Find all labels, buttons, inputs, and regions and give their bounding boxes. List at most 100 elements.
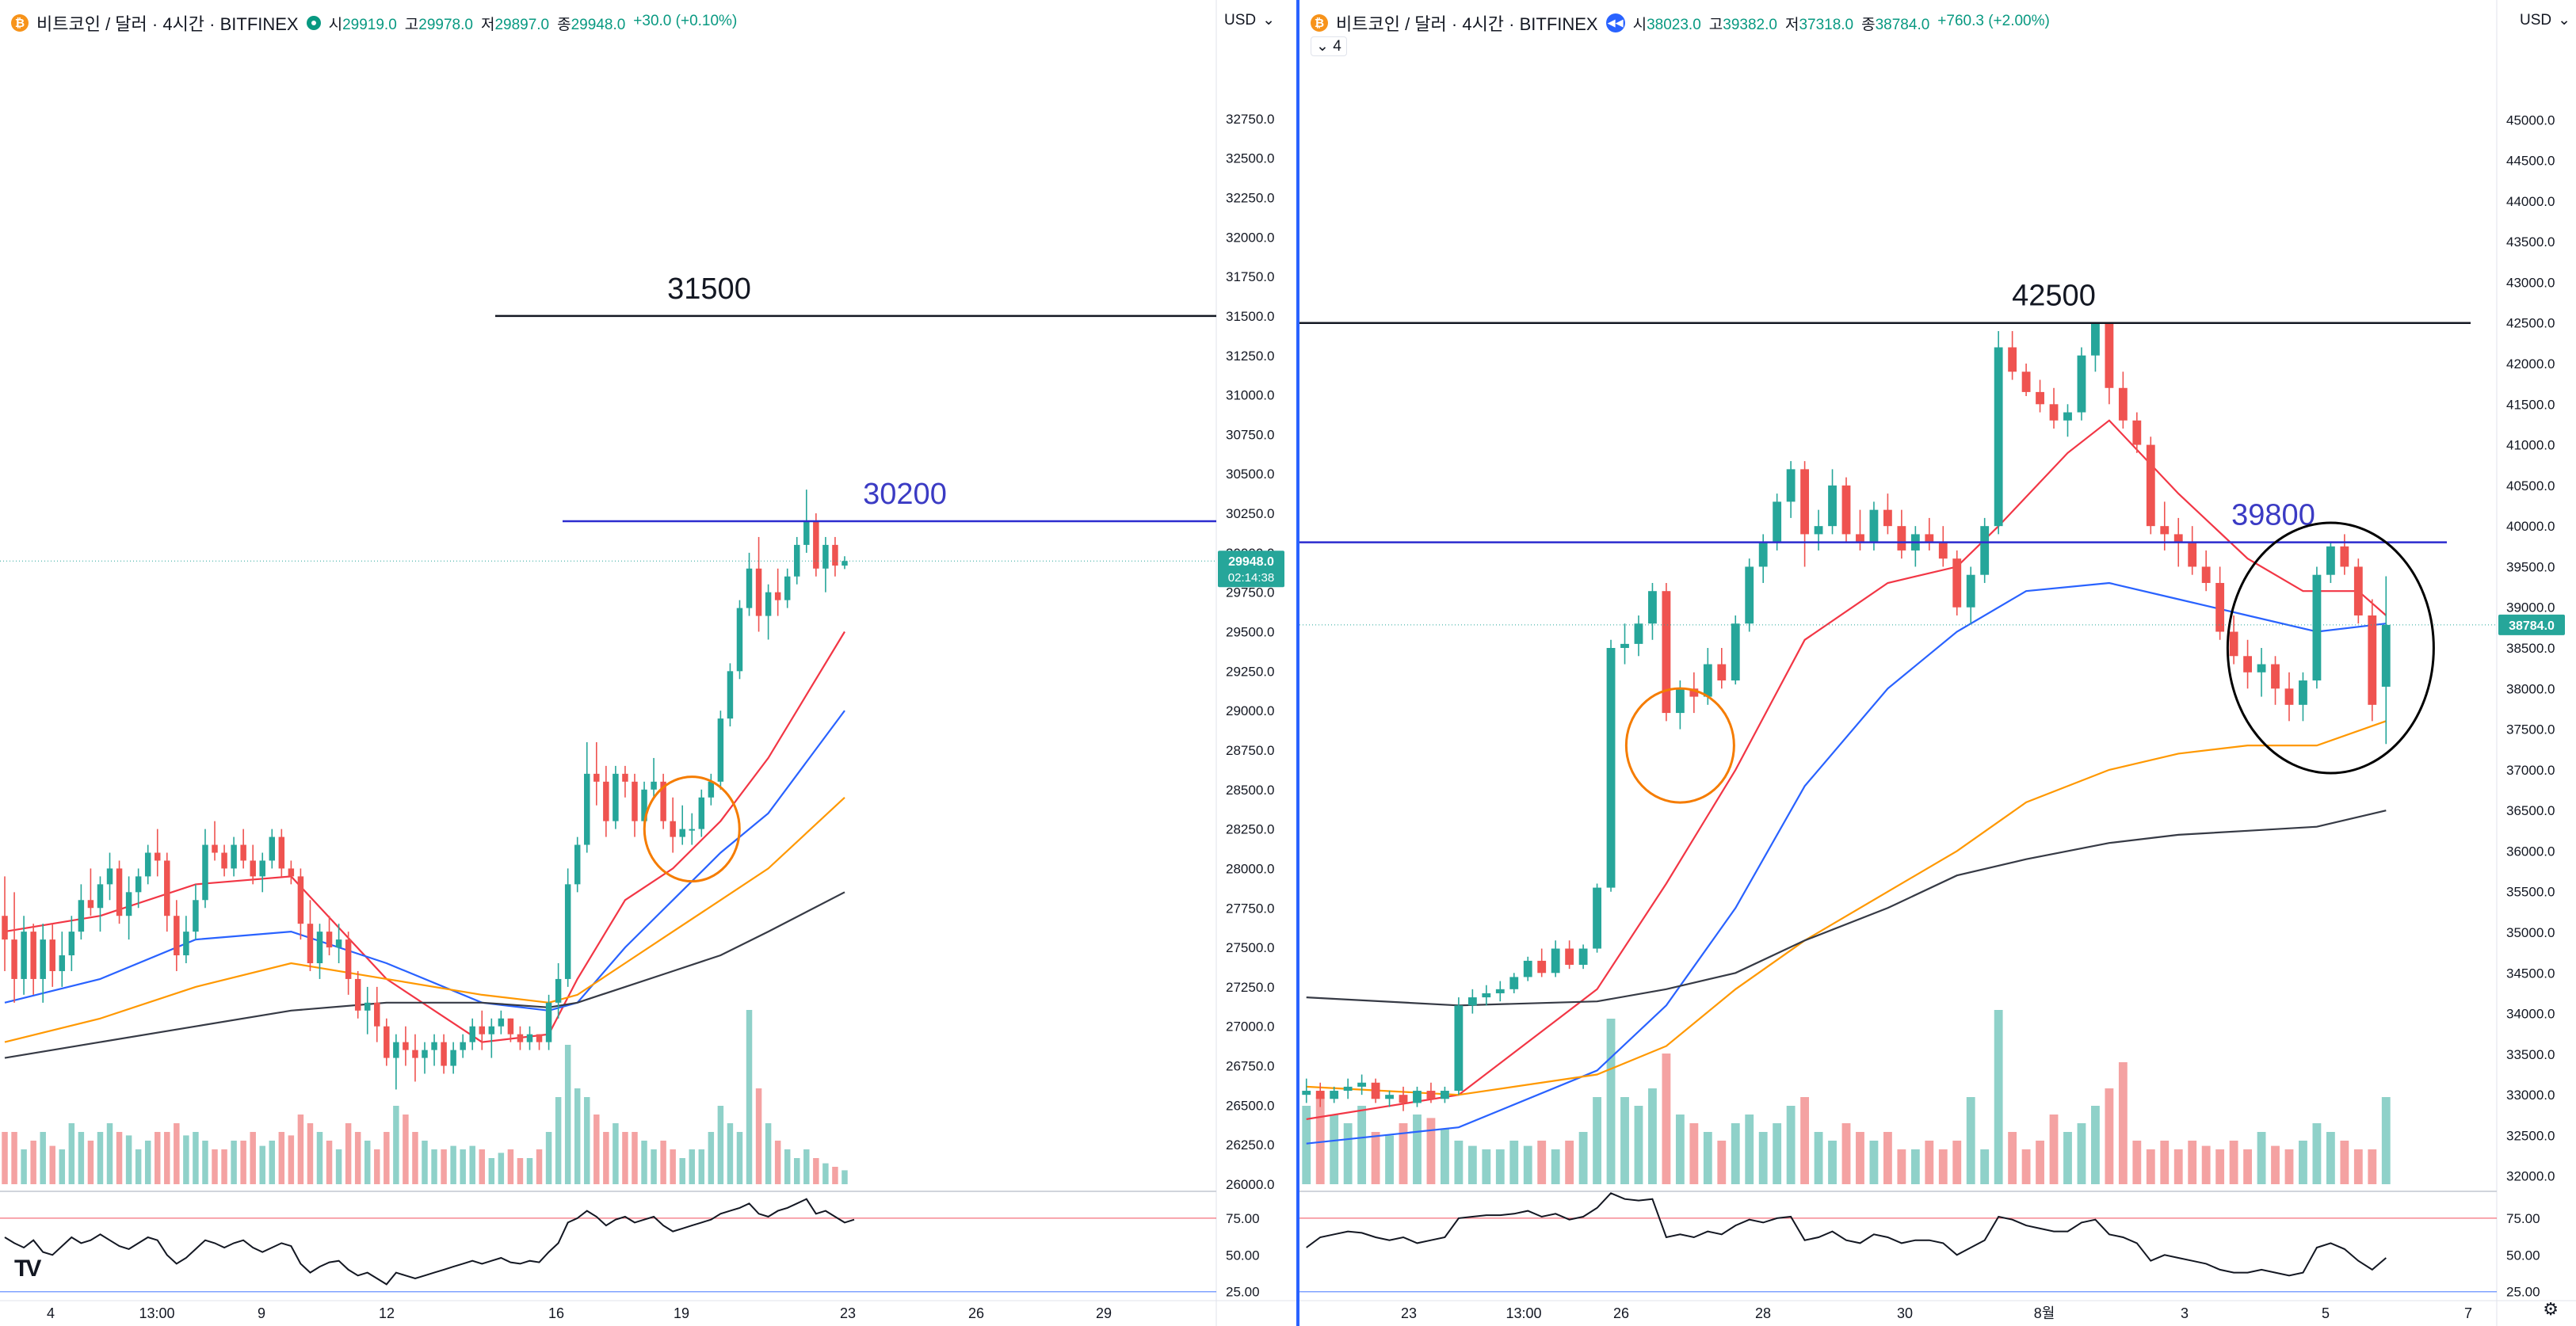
candle-body xyxy=(412,1050,418,1058)
volume-bar xyxy=(2049,1115,2059,1184)
candle-body xyxy=(784,576,791,600)
ohlc-values: 시29919.0 고29978.0 저29897.0 종29948.0 +30.… xyxy=(329,13,738,34)
candle-body xyxy=(183,932,189,956)
volume-bar xyxy=(288,1135,295,1184)
volume-bar xyxy=(1343,1123,1353,1184)
price-tick-label: 43500.0 xyxy=(2506,234,2555,250)
volume-bar xyxy=(651,1149,657,1184)
symbol-title[interactable]: 비트코인 / 달러 · 4시간 · BITFINEX xyxy=(1336,14,1598,34)
candle-body xyxy=(813,521,819,569)
candle-body xyxy=(1495,989,1505,993)
moving-average-orange xyxy=(4,796,845,1043)
candle-body xyxy=(422,1050,428,1058)
chart-pane-left[interactable]: 32750.0 32500.0 32250.0 32000.0 31750.0 31500… xyxy=(0,0,1296,1326)
price-tick-label: 29500.0 xyxy=(1226,625,1274,640)
time-tick-label: 30 xyxy=(1897,1305,1913,1321)
price-tick-label: 33000.0 xyxy=(2506,1088,2555,1103)
volume-bar xyxy=(746,1010,753,1184)
volume-bar xyxy=(2077,1123,2086,1184)
candle-body xyxy=(1675,688,1685,714)
candle-body xyxy=(1593,887,1601,949)
price-tick-label: 33500.0 xyxy=(2506,1047,2555,1062)
time-tick-label: 9 xyxy=(258,1305,265,1321)
volume-bar xyxy=(841,1170,848,1184)
candle-body xyxy=(517,1034,524,1042)
time-tick-label: 8월 xyxy=(2034,1305,2055,1321)
volume-bar xyxy=(1869,1141,1879,1184)
volume-bar xyxy=(1482,1149,1491,1184)
price-tick-label: 27250.0 xyxy=(1226,980,1274,995)
volume-bar xyxy=(374,1149,380,1184)
chart-pane-right[interactable]: 45000.0 44500.0 44000.0 43500.0 43000.0 42500… xyxy=(1296,0,2576,1326)
time-tick-label: 26 xyxy=(1613,1305,1629,1321)
volume-bar xyxy=(1495,1149,1505,1184)
high-label: 고 xyxy=(1708,16,1723,33)
candle-body xyxy=(1758,542,1768,567)
candle-body xyxy=(431,1042,437,1050)
volume-bar xyxy=(193,1132,199,1184)
moving-average-black xyxy=(4,891,845,1059)
candle-body xyxy=(593,773,600,782)
volume-bar xyxy=(164,1132,170,1184)
price-tick-label: 32000.0 xyxy=(2506,1169,2555,1184)
gear-icon[interactable]: ⚙ xyxy=(2543,1299,2559,1319)
volume-bar xyxy=(479,1149,486,1184)
candle-body xyxy=(1537,960,1547,974)
price-tick-label: 29750.0 xyxy=(1226,585,1274,600)
volume-bar xyxy=(2215,1149,2225,1184)
volume-bar xyxy=(2299,1141,2307,1184)
candle-body xyxy=(1689,688,1699,697)
replay-icon[interactable]: ◀◀ xyxy=(1605,13,1625,32)
indicator-collapse-button[interactable]: ⌄ 4 xyxy=(1311,36,1347,56)
price-tick-label: 34000.0 xyxy=(2506,1007,2555,1022)
candle-body xyxy=(240,844,246,861)
candle-body xyxy=(1966,574,1975,608)
chart-canvas-left[interactable]: 32750.0 32500.0 32250.0 32000.0 31750.0 31500… xyxy=(0,0,1296,1326)
candle-body xyxy=(1482,993,1491,998)
price-tick-label: 37000.0 xyxy=(2506,763,2555,778)
candle-body xyxy=(1869,509,1879,543)
candle-body xyxy=(507,1018,514,1035)
price-tick-label: 27750.0 xyxy=(1226,901,1274,916)
symbol-title[interactable]: 비트코인 / 달러 · 4시간 · BITFINEX xyxy=(36,14,299,34)
volume-bar xyxy=(87,1141,94,1184)
candle-body xyxy=(97,884,104,909)
price-tick-label: 39500.0 xyxy=(2506,559,2555,574)
volume-bar xyxy=(1910,1149,1920,1184)
candle-body xyxy=(174,916,180,956)
volume-bar xyxy=(1773,1123,1782,1184)
volume-bar xyxy=(2063,1132,2072,1184)
candle-body xyxy=(2229,631,2238,657)
moving-average-orange xyxy=(1306,720,2387,1096)
candle-body xyxy=(193,900,199,932)
volume-bar xyxy=(259,1145,265,1184)
tradingview-logo[interactable]: TV xyxy=(14,1256,41,1282)
price-tick-label: 26000.0 xyxy=(1226,1177,1274,1192)
price-tick-label: 31750.0 xyxy=(1226,269,1274,284)
volume-bar xyxy=(774,1141,781,1184)
volume-bar xyxy=(2284,1149,2294,1184)
time-tick-label: 16 xyxy=(548,1305,564,1321)
volume-bar xyxy=(1994,1010,2003,1184)
price-tick-label: 44000.0 xyxy=(2506,194,2555,209)
volume-bar xyxy=(125,1135,132,1184)
volume-bar xyxy=(2271,1145,2280,1184)
price-tick-label: 41000.0 xyxy=(2506,438,2555,453)
currency-selector[interactable]: USD ⌄ xyxy=(2520,11,2570,29)
candle-body xyxy=(11,939,17,979)
chart-canvas-right[interactable]: 45000.0 44500.0 44000.0 43500.0 43000.0 42500… xyxy=(1299,0,2576,1326)
volume-bar xyxy=(460,1149,466,1184)
currency-selector[interactable]: USD ⌄ xyxy=(1224,11,1275,29)
candle-body xyxy=(832,544,838,566)
volume-bar xyxy=(1758,1132,1768,1184)
volume-bar xyxy=(1648,1088,1657,1184)
volume-bar xyxy=(1578,1132,1588,1184)
price-tick-label: 31250.0 xyxy=(1226,349,1274,364)
candle-body xyxy=(679,829,685,837)
volume-bar xyxy=(307,1123,314,1184)
volume-bar xyxy=(2243,1149,2252,1184)
volume-bar xyxy=(335,1149,342,1184)
candle-body xyxy=(364,1002,371,1011)
candle-body xyxy=(231,844,237,869)
candle-body xyxy=(1634,623,1643,644)
